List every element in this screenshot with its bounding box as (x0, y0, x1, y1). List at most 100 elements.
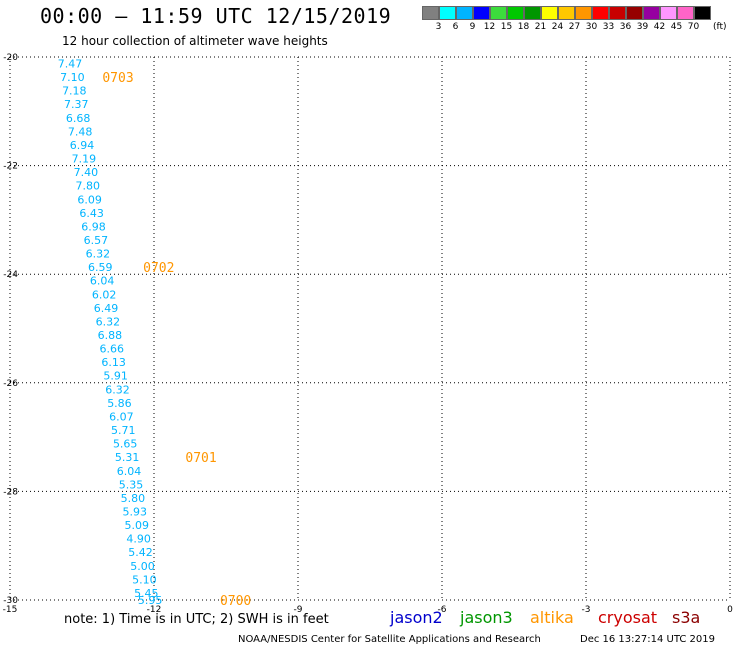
legend-label: 21 (534, 22, 547, 32)
wave-height-point: 7.19 (72, 153, 97, 166)
legend-label: 3 (435, 22, 442, 32)
wave-height-point: 5.45 (134, 587, 159, 600)
wave-height-point: 5.86 (107, 397, 132, 410)
wave-height-point: 6.68 (66, 112, 91, 125)
wave-height-point: 6.57 (84, 234, 109, 247)
wave-height-point: 7.10 (60, 71, 85, 84)
satellite-label-jason2: jason2 (390, 608, 443, 627)
legend-label: 6 (452, 22, 459, 32)
wave-height-point: 7.37 (64, 98, 89, 111)
legend-swatch (677, 6, 694, 20)
legend-label: 12 (483, 22, 496, 32)
wave-height-point: 6.98 (81, 220, 106, 233)
wave-height-point: 6.32 (105, 383, 130, 396)
credit-line: NOAA/NESDIS Center for Satellite Applica… (238, 634, 541, 645)
page-subtitle: 12 hour collection of altimeter wave hei… (62, 34, 328, 48)
wave-height-point: 5.09 (124, 519, 149, 532)
legend-swatch (524, 6, 541, 20)
wave-height-point: 6.09 (77, 193, 102, 206)
wave-height-point: 6.04 (117, 465, 142, 478)
y-tick-label: -24 (3, 270, 18, 280)
wave-height-point: 5.10 (132, 573, 157, 586)
legend-label: 30 (585, 22, 598, 32)
legend-label: 9 (469, 22, 476, 32)
color-scale-unit: (ft) (713, 22, 727, 32)
wave-height-point: 5.65 (113, 438, 138, 451)
y-tick-label: -20 (3, 53, 18, 63)
wave-height-point: 6.43 (79, 207, 104, 220)
legend-swatch (609, 6, 626, 20)
wave-height-point: 7.48 (68, 125, 93, 138)
x-tick-label: -9 (294, 605, 303, 615)
x-tick-label: -15 (3, 605, 18, 615)
wave-height-point: 6.13 (101, 356, 126, 369)
legend-label: 15 (500, 22, 513, 32)
wave-height-point: 5.00 (130, 560, 155, 573)
wave-height-point: 7.47 (58, 58, 83, 71)
wave-height-point: 6.07 (109, 410, 134, 423)
legend-swatch (592, 6, 609, 20)
satellite-label-s3a: s3a (672, 608, 701, 627)
wave-height-point: 4.90 (126, 533, 151, 546)
x-tick-label: 0 (727, 605, 733, 615)
legend-label: 70 (687, 22, 700, 32)
legend-swatch (558, 6, 575, 20)
y-tick-label: -30 (3, 596, 18, 606)
wave-height-point: 5.93 (123, 505, 148, 518)
legend-swatch (626, 6, 643, 20)
wave-height-point: 5.95 (138, 594, 163, 607)
legend-swatch (575, 6, 592, 20)
legend-label: 39 (636, 22, 649, 32)
wave-height-point: 5.91 (103, 370, 128, 383)
pass-time-label: 0701 (185, 451, 216, 466)
y-tick-label: -28 (3, 487, 18, 497)
legend-label: 42 (653, 22, 666, 32)
wave-height-point: 5.31 (115, 451, 140, 464)
generated-timestamp: Dec 16 13:27:14 UTC 2019 (580, 634, 715, 645)
pass-time-label: 0703 (102, 71, 133, 86)
legend-swatch (507, 6, 524, 20)
footnote: note: 1) Time is in UTC; 2) SWH is in fe… (64, 612, 329, 627)
wave-height-point: 5.35 (119, 478, 144, 491)
legend-label: 36 (619, 22, 632, 32)
wave-height-point: 6.32 (86, 248, 111, 261)
legend-label: 24 (551, 22, 564, 32)
satellite-label-jason3: jason3 (460, 608, 513, 627)
x-tick-label: -6 (438, 605, 447, 615)
y-tick-label: -26 (3, 379, 18, 389)
wave-height-point: 7.80 (76, 180, 101, 193)
pass-time-label: 0700 (220, 594, 251, 609)
wave-height-point: 7.40 (74, 166, 99, 179)
wave-height-point: 6.94 (70, 139, 95, 152)
color-scale-legend (422, 6, 711, 20)
x-tick-label: -3 (582, 605, 591, 615)
wave-height-point: 6.88 (98, 329, 123, 342)
pass-time-label: 0702 (143, 261, 174, 276)
legend-label: 33 (602, 22, 615, 32)
x-tick-label: -12 (147, 605, 162, 615)
wave-height-point: 6.32 (96, 315, 121, 328)
legend-swatch (456, 6, 473, 20)
wave-height-point: 7.18 (62, 85, 87, 98)
wave-height-point: 6.59 (88, 261, 113, 274)
legend-swatch (473, 6, 490, 20)
wave-height-point: 5.71 (111, 424, 136, 437)
legend-swatch (694, 6, 711, 20)
legend-swatch (541, 6, 558, 20)
satellite-label-cryosat: cryosat (598, 608, 658, 627)
legend-swatch (439, 6, 456, 20)
legend-label: 27 (568, 22, 581, 32)
color-scale-labels: 3 6 9 12 15 18 21 24 27 30 33 36 39 42 45 70 (422, 22, 702, 32)
legend-swatch (490, 6, 507, 20)
wave-height-point: 6.04 (90, 275, 115, 288)
legend-swatch (660, 6, 677, 20)
wave-height-point: 5.42 (128, 546, 153, 559)
wave-height-point: 6.66 (100, 343, 125, 356)
page-title: 00:00 – 11:59 UTC 12/15/2019 (40, 4, 392, 28)
legend-label: 45 (670, 22, 683, 32)
wave-height-point: 5.80 (121, 492, 146, 505)
legend-label: 18 (517, 22, 530, 32)
legend-swatch (422, 6, 439, 20)
satellite-label-altika: altika (530, 608, 574, 627)
